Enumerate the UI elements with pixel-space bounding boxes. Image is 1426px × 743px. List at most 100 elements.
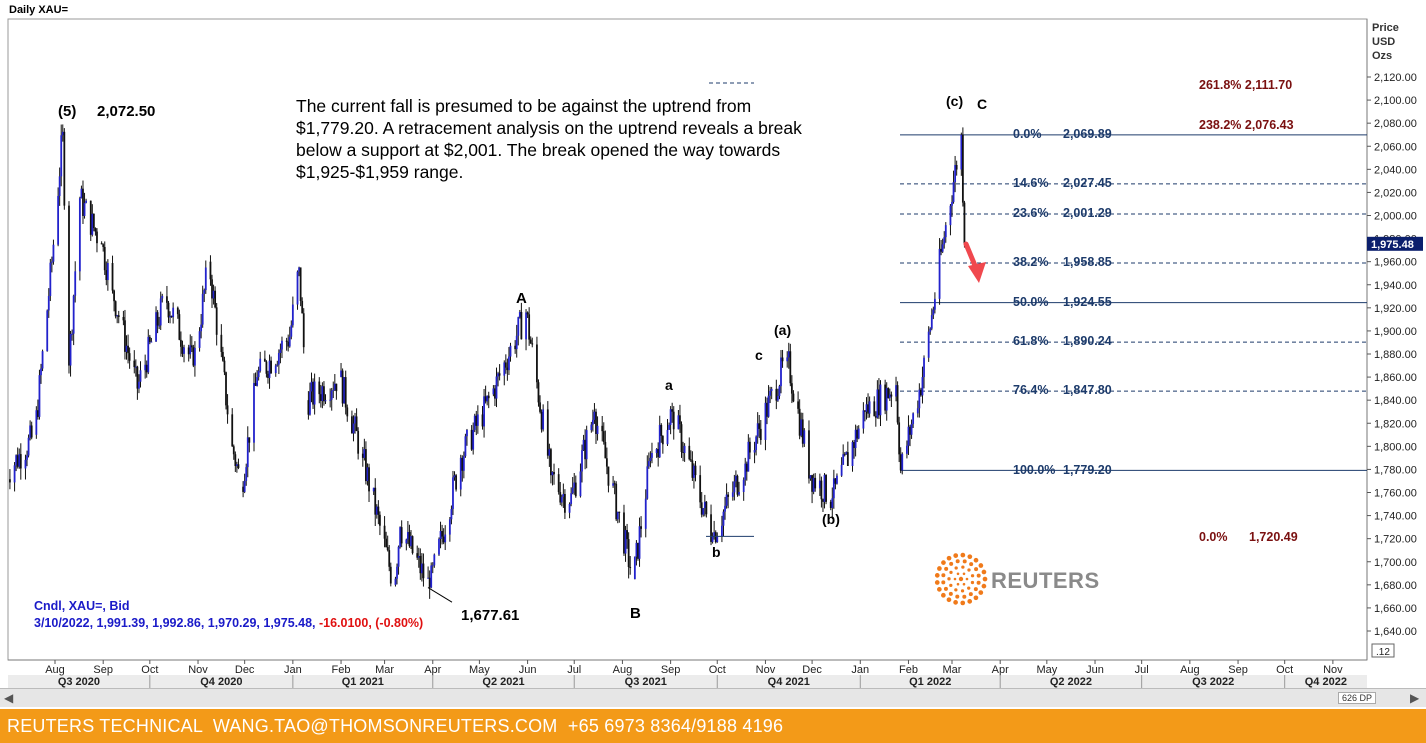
candle-body xyxy=(128,353,131,361)
candle-body xyxy=(375,506,378,515)
candle-body xyxy=(616,511,619,520)
y-tick-label: 1,680.00 xyxy=(1374,580,1417,592)
candle-body xyxy=(71,333,74,335)
candle-body xyxy=(453,475,456,478)
candle-body xyxy=(302,313,305,348)
candle-body xyxy=(542,409,545,430)
candle-body xyxy=(581,450,583,472)
candle-body xyxy=(383,525,386,539)
logo-dot xyxy=(973,595,979,601)
y-tick-label: 2,060.00 xyxy=(1374,141,1417,153)
logo-dot xyxy=(982,576,988,582)
logo-dot xyxy=(981,583,987,589)
y-tick-label: 1,940.00 xyxy=(1374,280,1417,292)
candle-body xyxy=(430,565,433,588)
candle-body xyxy=(960,134,963,170)
candle-body xyxy=(553,471,555,475)
candle-body xyxy=(559,492,562,503)
horizontal-scrollbar[interactable]: ◀ 626 DP ▶ xyxy=(0,688,1426,707)
candle-body xyxy=(497,373,499,377)
candle-body xyxy=(661,435,664,445)
candle-body xyxy=(943,237,946,245)
candle-body xyxy=(647,461,650,467)
logo-dot xyxy=(948,591,953,596)
candle-body xyxy=(253,383,255,443)
x-tick-label: Jul xyxy=(567,664,581,676)
quarter-label: Q4 2022 xyxy=(1305,676,1347,688)
candle-body xyxy=(169,315,171,318)
x-tick-label: Feb xyxy=(332,664,351,676)
candle-body xyxy=(878,389,880,416)
price-chart[interactable]: 1,640.00 1,660.00 1,680.00 1,700.00 1,720.00… xyxy=(0,0,1426,688)
candle-body xyxy=(242,486,245,492)
candle-body xyxy=(13,465,16,483)
candle-body xyxy=(47,295,50,311)
logo-dot xyxy=(974,567,979,572)
fib-ext-0-value: 1,720.49 xyxy=(1249,530,1298,544)
candle-body xyxy=(319,394,322,401)
candle-body xyxy=(483,396,485,427)
candle-body xyxy=(551,471,554,476)
wave-label-a: a xyxy=(665,377,673,393)
x-tick-label: Aug xyxy=(45,664,65,676)
candle-body xyxy=(938,248,941,299)
candle-body xyxy=(24,459,27,469)
candle-body xyxy=(792,393,795,402)
logo-dot xyxy=(955,594,960,599)
candle-body xyxy=(461,457,464,471)
candle-body xyxy=(896,385,899,423)
x-tick-label: Dec xyxy=(802,664,822,676)
candle-body xyxy=(72,295,75,334)
fib-ret-50-value: 1,924.55 xyxy=(1063,295,1112,309)
candle-body xyxy=(180,339,182,347)
candle-body xyxy=(221,351,224,361)
candle-body xyxy=(74,271,77,296)
logo-dot xyxy=(978,590,984,595)
candle-body xyxy=(867,404,869,414)
candle-body xyxy=(731,492,734,497)
down-arrow-shaft xyxy=(963,241,979,271)
candle-body xyxy=(688,445,691,460)
candle-body xyxy=(623,512,625,554)
x-tick-label: Jun xyxy=(1086,664,1104,676)
candle-body xyxy=(150,341,153,343)
y-tick-label: 1,740.00 xyxy=(1374,511,1417,523)
candle-body xyxy=(285,340,288,342)
candle-body xyxy=(406,532,409,540)
candle-body xyxy=(929,328,932,332)
logo-dot xyxy=(970,574,975,578)
candle-body xyxy=(657,449,660,458)
candle-body xyxy=(851,442,854,466)
candle-body xyxy=(139,370,142,382)
y-tick-label: 2,020.00 xyxy=(1374,187,1417,199)
x-tick-label: Mar xyxy=(943,664,962,676)
candle-body xyxy=(590,424,593,431)
candle-body xyxy=(803,430,806,444)
candle-body xyxy=(862,410,865,429)
candle-body xyxy=(26,455,28,460)
candle-body xyxy=(158,325,161,327)
candle-body xyxy=(683,445,686,453)
candle-body xyxy=(546,409,549,456)
candle-body xyxy=(476,414,479,426)
candle-body xyxy=(355,416,358,431)
logo-dot xyxy=(949,570,953,575)
scroll-right-arrow-icon[interactable]: ▶ xyxy=(1410,691,1420,705)
fib-ret-61-value: 1,890.24 xyxy=(1063,334,1112,348)
candle-body xyxy=(668,424,670,430)
candle-body xyxy=(243,480,246,492)
candle-body xyxy=(907,426,910,446)
candle-body xyxy=(801,419,804,444)
candle-body xyxy=(635,542,638,557)
candle-body xyxy=(204,267,207,291)
candle-body xyxy=(895,385,897,397)
candle-body xyxy=(265,361,268,374)
candle-body xyxy=(646,466,649,499)
candle-body xyxy=(102,244,105,247)
candle-body xyxy=(15,455,18,466)
candle-body xyxy=(323,386,325,402)
candle-body xyxy=(313,381,316,405)
candle-body xyxy=(602,431,605,442)
candle-body xyxy=(764,402,767,440)
scroll-left-arrow-icon[interactable]: ◀ xyxy=(4,691,14,705)
